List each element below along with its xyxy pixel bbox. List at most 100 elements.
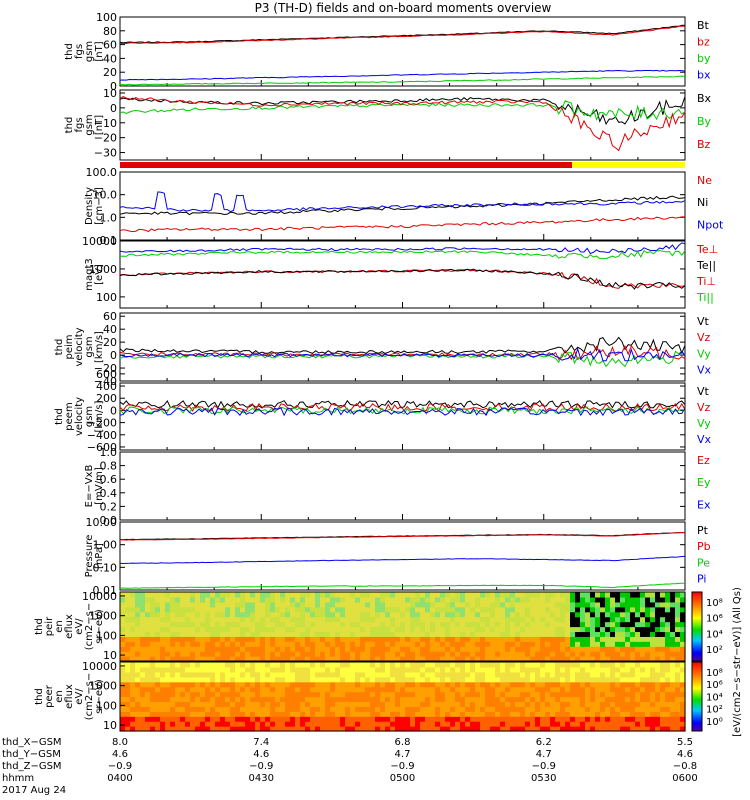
spectrogram-cell <box>380 592 386 598</box>
spectrogram-cell <box>335 676 341 683</box>
spectrogram-cell <box>285 666 291 673</box>
spectrogram-cell <box>240 636 246 642</box>
spectrogram-cell <box>465 691 471 698</box>
spectrogram-cell <box>550 606 556 613</box>
spectrogram-cell <box>310 651 316 657</box>
spectrogram-cell <box>340 611 346 618</box>
spectrogram-cell <box>420 651 426 657</box>
spectrogram-cell <box>135 636 141 642</box>
y-axis-title-line: [km/s] <box>94 400 105 432</box>
spectrogram-cell <box>590 636 596 642</box>
spectrogram-cell <box>670 711 676 717</box>
spectrogram-cell <box>440 701 446 707</box>
spectrogram-cell <box>655 696 661 703</box>
spectrogram-cell <box>445 691 451 698</box>
spectrogram-cell <box>430 611 436 618</box>
spectrogram-cell <box>385 646 391 652</box>
spectrogram-cell <box>310 711 316 717</box>
spectrogram-cell <box>325 716 331 722</box>
spectrogram-cell <box>500 656 506 662</box>
spectrogram-cell <box>245 616 251 623</box>
spectrogram-cell <box>120 721 126 727</box>
spectrogram-cell <box>625 671 631 678</box>
spectrogram-cell <box>620 646 626 652</box>
spectrogram-cell <box>680 726 686 732</box>
spectrogram-cell <box>215 636 221 642</box>
spectrogram-cell <box>635 726 641 732</box>
spectrogram-cell <box>120 666 126 673</box>
spectrogram-cell <box>165 716 171 722</box>
spectrogram-cell <box>505 706 511 712</box>
spectrogram-cell <box>475 601 481 608</box>
spectrogram-cell <box>245 592 251 598</box>
spectrogram-cell <box>525 636 531 642</box>
spectrogram-cell <box>160 691 166 698</box>
spectrogram-cell <box>125 696 131 703</box>
spectrogram-cell <box>525 616 531 623</box>
spectrogram-cell <box>370 696 376 703</box>
spectrogram-cell <box>260 686 266 693</box>
spectrogram-cell <box>160 621 166 628</box>
spectrogram-cell <box>270 646 276 652</box>
spectrogram-cell <box>420 662 426 668</box>
spectrogram-cell <box>555 606 561 613</box>
spectrogram-cell <box>520 601 526 608</box>
spectrogram-cell <box>480 671 486 678</box>
spectrogram-cell <box>530 696 536 703</box>
spectrogram-cell <box>570 676 576 683</box>
spectrogram-cell <box>160 606 166 613</box>
spectrogram-cell <box>135 691 141 698</box>
spectrogram-cell <box>145 646 151 652</box>
spectrogram-cell <box>425 656 431 662</box>
spectrogram-cell <box>555 641 561 647</box>
spectrogram-cell <box>355 711 361 717</box>
spectrogram-cell <box>160 701 166 707</box>
spectrogram-cell <box>175 681 181 688</box>
spectrogram-cell <box>465 696 471 703</box>
spectrogram-cell <box>145 726 151 732</box>
spectrogram-cell <box>675 596 681 603</box>
spectrogram-cell <box>445 696 451 703</box>
spectrogram-cell <box>575 596 581 603</box>
spectrogram-cell <box>600 686 606 693</box>
spectrogram-cell <box>595 596 601 603</box>
spectrogram-cell <box>435 641 441 647</box>
y-tick-label: −400 <box>87 429 117 442</box>
spectrogram-cell <box>265 621 271 628</box>
spectrogram-cell <box>680 636 686 642</box>
spectrogram-cell <box>295 601 301 608</box>
spectrogram-cell <box>665 601 671 608</box>
spectrogram-cell <box>645 716 651 722</box>
spectrogram-cell <box>640 626 646 633</box>
spectrogram-cell <box>325 621 331 628</box>
spectrogram-cell <box>400 616 406 623</box>
spectrogram-cell <box>510 646 516 652</box>
spectrogram-cell <box>415 681 421 688</box>
spectrogram-cell <box>540 592 546 598</box>
y-axis-title-line: thd <box>64 117 75 134</box>
spectrogram-cell <box>230 671 236 678</box>
spectrogram-cell <box>250 686 256 693</box>
spectrogram-cell <box>325 662 331 668</box>
spectrogram-cell <box>155 686 161 693</box>
spectrogram-cell <box>515 651 521 657</box>
spectrogram-cell <box>415 696 421 703</box>
spectrogram-cell <box>590 646 596 652</box>
spectrogram-cell <box>305 716 311 722</box>
spectrogram-cell <box>150 592 156 598</box>
spectrogram-cell <box>540 711 546 717</box>
spectrogram-cell <box>580 636 586 642</box>
spectrogram-cell <box>665 606 671 613</box>
spectrogram-cell <box>575 662 581 668</box>
spectrogram-cell <box>355 716 361 722</box>
spectrogram-cell <box>300 726 306 732</box>
spectrogram-cell <box>165 636 171 642</box>
spectrogram-cell <box>575 606 581 613</box>
spectrogram-cell <box>545 711 551 717</box>
spectrogram-cell <box>465 701 471 707</box>
spectrogram-cell <box>125 592 131 598</box>
spectrogram-cell <box>590 662 596 668</box>
spectrogram-cell <box>575 666 581 673</box>
y-tick-label: 1.00 <box>93 539 118 552</box>
spectrogram-cell <box>595 592 601 598</box>
